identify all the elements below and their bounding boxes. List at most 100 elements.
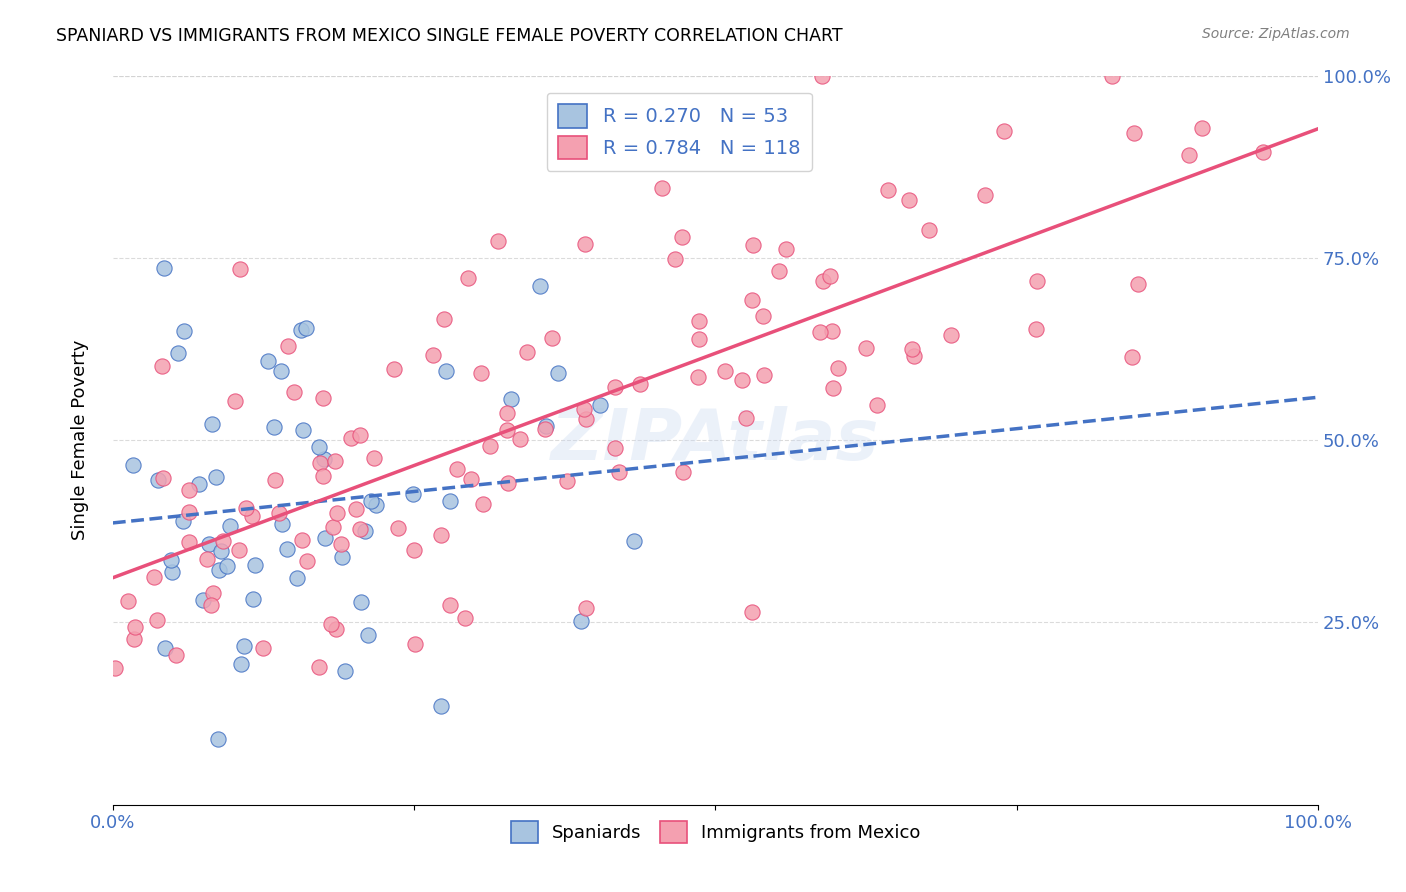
Point <box>323 454 346 468</box>
Point <box>173 324 195 338</box>
Point <box>818 269 841 284</box>
Point <box>901 343 924 357</box>
Point <box>124 632 146 647</box>
Point <box>208 563 231 577</box>
Point <box>240 508 263 523</box>
Point <box>811 69 834 83</box>
Point <box>269 507 291 521</box>
Point <box>404 542 426 557</box>
Point <box>364 498 387 512</box>
Point <box>1121 350 1143 364</box>
Point <box>172 514 194 528</box>
Point <box>540 331 562 345</box>
Point <box>422 348 444 362</box>
Point <box>973 187 995 202</box>
Point <box>219 518 242 533</box>
Point <box>104 661 127 675</box>
Point <box>471 497 494 511</box>
Point <box>1025 274 1047 288</box>
Point <box>363 451 385 466</box>
Point <box>486 234 509 248</box>
Point <box>212 534 235 549</box>
Point <box>200 598 222 612</box>
Point <box>555 474 578 488</box>
Point <box>741 605 763 619</box>
Point <box>516 345 538 359</box>
Point <box>256 354 278 368</box>
Point <box>575 601 598 615</box>
Point <box>330 549 353 564</box>
Point <box>188 476 211 491</box>
Point <box>897 193 920 207</box>
Point <box>243 558 266 572</box>
Point <box>742 238 765 252</box>
Point <box>229 657 252 672</box>
Point <box>651 181 673 195</box>
Point <box>339 432 361 446</box>
Text: ZIPAtlas: ZIPAtlas <box>551 406 880 475</box>
Point <box>295 554 318 568</box>
Point <box>312 391 335 405</box>
Point <box>533 422 555 436</box>
Point <box>228 542 250 557</box>
Point <box>232 640 254 654</box>
Point <box>160 566 183 580</box>
Point <box>460 471 482 485</box>
Point <box>165 648 187 662</box>
Point <box>117 594 139 608</box>
Point <box>235 500 257 515</box>
Point <box>195 551 218 566</box>
Point <box>821 325 844 339</box>
Point <box>547 366 569 380</box>
Point <box>291 423 314 437</box>
Point <box>607 465 630 479</box>
Point <box>752 368 775 382</box>
Point <box>349 522 371 536</box>
Point <box>124 620 146 634</box>
Point <box>688 314 710 328</box>
Point <box>495 406 517 420</box>
Point <box>382 362 405 376</box>
Point <box>439 493 461 508</box>
Point <box>335 664 357 678</box>
Point <box>688 332 710 346</box>
Point <box>529 279 551 293</box>
Point <box>433 312 456 326</box>
Point <box>686 370 709 384</box>
Point <box>121 458 143 472</box>
Point <box>811 274 834 288</box>
Point <box>714 364 737 378</box>
Point <box>309 456 332 470</box>
Point <box>918 223 941 237</box>
Point <box>242 592 264 607</box>
Text: SPANIARD VS IMMIGRANTS FROM MEXICO SINGLE FEMALE POVERTY CORRELATION CHART: SPANIARD VS IMMIGRANTS FROM MEXICO SINGL… <box>56 27 842 45</box>
Point <box>752 309 775 323</box>
Legend: R = 0.270   N = 53, R = 0.784   N = 118: R = 0.270 N = 53, R = 0.784 N = 118 <box>547 93 813 171</box>
Point <box>1101 69 1123 83</box>
Point <box>439 598 461 612</box>
Point <box>496 475 519 490</box>
Point <box>430 528 453 542</box>
Point <box>775 242 797 256</box>
Point <box>470 366 492 380</box>
Point <box>276 541 298 556</box>
Point <box>205 470 228 484</box>
Point <box>360 493 382 508</box>
Point <box>191 593 214 607</box>
Point <box>283 384 305 399</box>
Point <box>229 261 252 276</box>
Point <box>166 345 188 359</box>
Point <box>270 364 292 378</box>
Point <box>734 411 756 425</box>
Point <box>446 462 468 476</box>
Point <box>768 263 790 277</box>
Point <box>291 533 314 547</box>
Point <box>312 452 335 467</box>
Point <box>402 487 425 501</box>
Point <box>430 699 453 714</box>
Point <box>1122 126 1144 140</box>
Point <box>252 641 274 656</box>
Point <box>357 628 380 642</box>
Point <box>207 731 229 746</box>
Point <box>287 571 309 585</box>
